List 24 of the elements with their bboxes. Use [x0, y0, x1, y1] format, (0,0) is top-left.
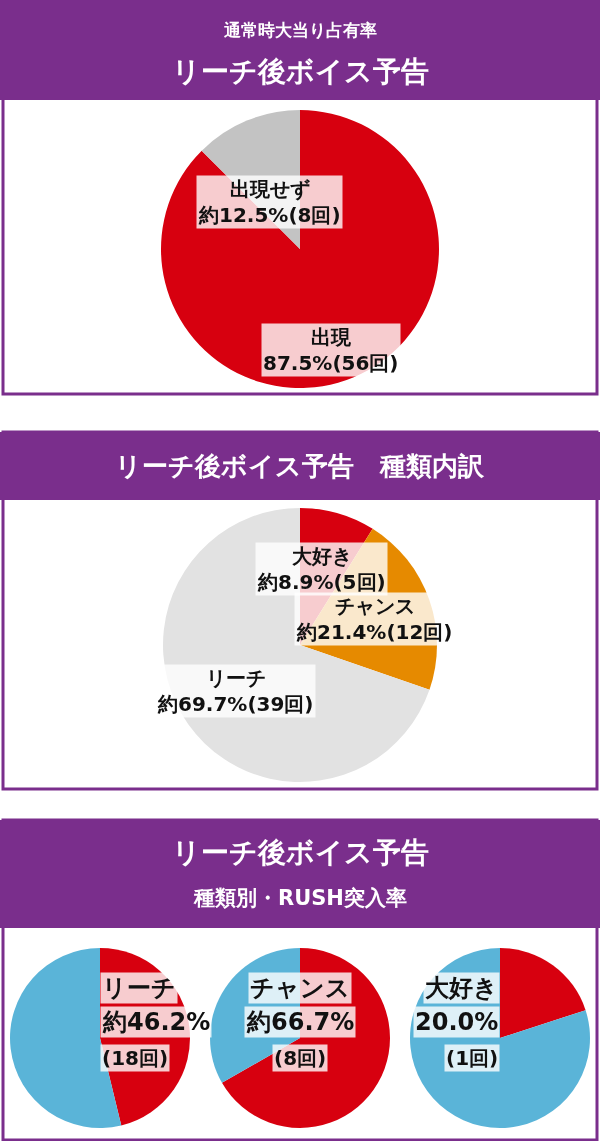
- data-label: 約8.9%(5回): [257, 570, 386, 594]
- text: 約66.7%: [246, 1008, 355, 1036]
- text: (18回): [102, 1046, 169, 1070]
- slice-label: チャンス: [334, 594, 415, 618]
- slice-label: 出現: [310, 325, 352, 349]
- text: 約46.2%: [102, 1008, 211, 1036]
- data-label: 約21.4%(12回): [296, 620, 453, 644]
- text: (1回): [446, 1046, 499, 1070]
- slice-label: 出現せず: [229, 177, 310, 201]
- chart-title: 通常時大当り占有率: [223, 20, 377, 40]
- data-label: 約12.5%(8回): [198, 203, 341, 227]
- text: リーチ後ボイス予告: [172, 836, 429, 869]
- text: リーチ: [102, 974, 176, 1002]
- chart-subtitle: リーチ後ボイス予告: [172, 55, 429, 88]
- text: 種類別・RUSH突入率: [193, 886, 407, 910]
- data-label: 約69.7%(39回): [157, 692, 314, 716]
- data-label: 87.5%(56回): [263, 351, 399, 375]
- text: 大好き: [425, 974, 498, 1002]
- text: (8回): [274, 1046, 327, 1070]
- chart-title: リーチ後ボイス予告 種類内訳: [115, 451, 485, 481]
- text: 20.0%: [415, 1008, 499, 1036]
- slice-label: 大好き: [291, 544, 352, 568]
- text: チャンス: [250, 974, 350, 1002]
- slice-label: リーチ: [205, 666, 266, 690]
